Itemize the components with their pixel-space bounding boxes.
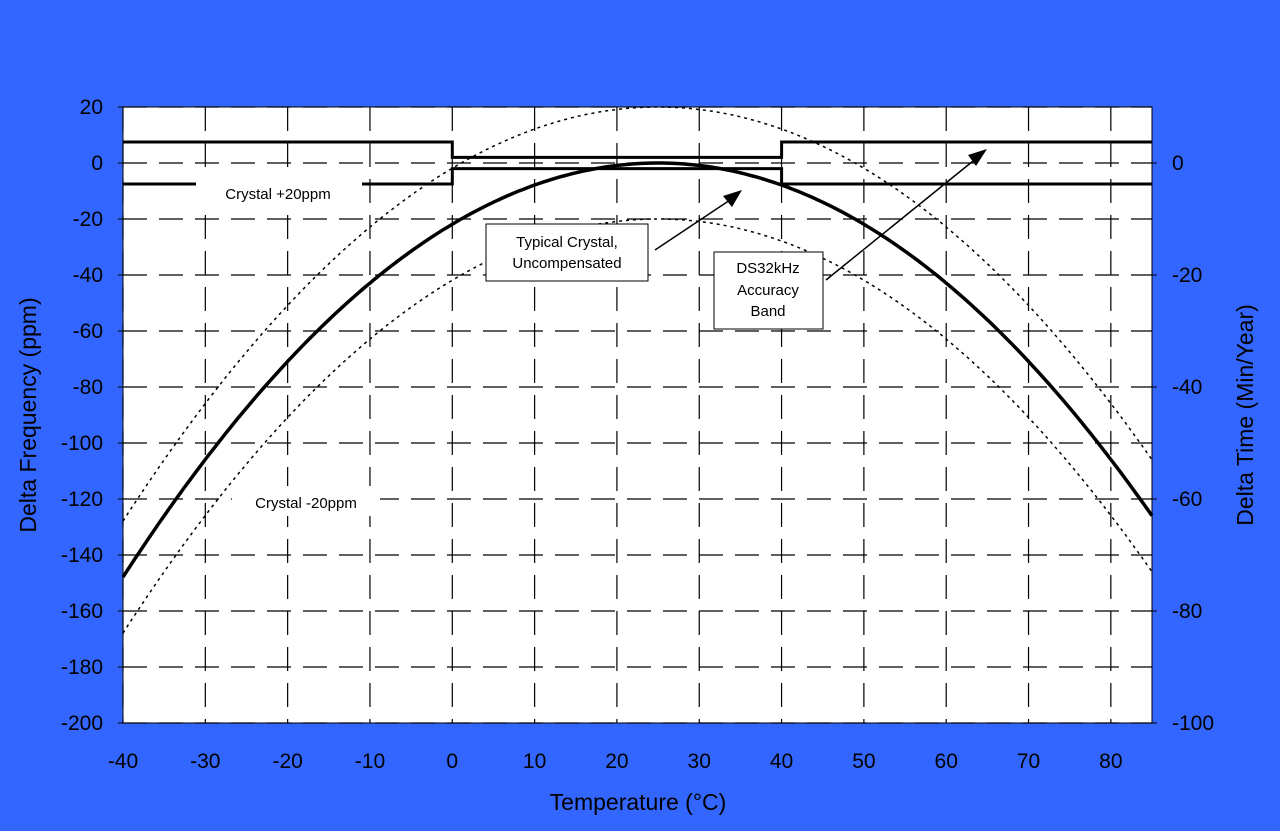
x-tick-label: 60 — [935, 750, 958, 773]
typical-crystal-box — [485, 223, 649, 282]
accuracy-band-line — [123, 167, 1152, 186]
accuracy-band-line2: Accuracy — [737, 282, 799, 299]
accuracy-band-lines — [123, 140, 1152, 186]
y-tick-label: -20 — [73, 208, 103, 231]
y2-tick-label: -80 — [1172, 600, 1202, 623]
y-tick-label: -200 — [61, 712, 103, 735]
x-tick-label: -20 — [272, 750, 302, 773]
y-tick-label: -80 — [73, 376, 103, 399]
y2-tick-label: 0 — [1172, 152, 1184, 175]
crystal-plus-label-bg — [196, 178, 362, 210]
y-tick-label: -140 — [61, 544, 103, 567]
crystal-plus-20ppm-curve — [122, 106, 1153, 522]
accuracy-band-callout: DS32kHz Accuracy Band — [713, 149, 987, 330]
x-tick-label: 80 — [1099, 750, 1122, 773]
accuracy-band-line3: Band — [750, 303, 785, 320]
typical-crystal-line1: Typical Crystal, — [516, 234, 618, 251]
x-tick-label: 50 — [852, 750, 875, 773]
y2-tick-label: -100 — [1172, 712, 1214, 735]
crystal-minus-label-bg — [232, 486, 380, 516]
accuracy-band-arrowhead — [968, 149, 987, 166]
y-tick-label: -100 — [61, 432, 103, 455]
x-axis-ticks: -40 -30 -20 -10 0 10 20 30 40 50 60 70 80 — [108, 750, 1123, 773]
typical-crystal-arrowhead — [723, 190, 742, 207]
accuracy-band-line — [123, 140, 1152, 159]
crystal-minus-20ppm-label: Crystal -20ppm — [255, 495, 357, 512]
y-tick-label: 20 — [80, 96, 103, 119]
y-tick-label: -40 — [73, 264, 103, 287]
x-tick-label: 10 — [523, 750, 546, 773]
x-axis-title: Temperature (°C) — [550, 789, 727, 815]
y2-tick-label: -20 — [1172, 264, 1202, 287]
accuracy-band-arrow — [825, 156, 979, 281]
y-tick-label: -180 — [61, 656, 103, 679]
typical-crystal-curve — [121, 161, 1154, 579]
x-tick-label: 40 — [770, 750, 793, 773]
typical-crystal-line2: Uncompensated — [512, 255, 621, 272]
accuracy-band-box — [713, 251, 824, 330]
accuracy-band-line1: DS32kHz — [736, 260, 799, 277]
y2-tick-label: -60 — [1172, 488, 1202, 511]
crystal-curves — [121, 106, 1154, 634]
x-tick-label: -30 — [190, 750, 220, 773]
y-tick-label: -160 — [61, 600, 103, 623]
plot-frame — [122, 106, 1153, 724]
x-tick-label: -10 — [355, 750, 385, 773]
y2-tick-label: -40 — [1172, 376, 1202, 399]
y-axis-title: Delta Frequency (ppm) — [15, 297, 41, 532]
y2-axis-title: Delta Time (Min/Year) — [1232, 304, 1258, 526]
crystal-plus-20ppm-label: Crystal +20ppm — [225, 186, 330, 203]
x-tick-label: -40 — [108, 750, 138, 773]
y2-axis-ticks: 0 -20 -40 -60 -80 -100 — [1152, 152, 1214, 735]
x-tick-label: 20 — [605, 750, 628, 773]
y-tick-label: -60 — [73, 320, 103, 343]
x-tick-label: 30 — [688, 750, 711, 773]
y-tick-label: -120 — [61, 488, 103, 511]
x-tick-label: 0 — [446, 750, 458, 773]
crystal-minus-20ppm-curve — [122, 218, 1153, 634]
y-axis-ticks: 20 0 -20 -40 -60 -80 -100 -120 -140 -160 -180 -200 — [61, 96, 123, 735]
x-tick-label: 70 — [1017, 750, 1040, 773]
y-tick-label: 0 — [91, 152, 103, 175]
typical-crystal-callout: Typical Crystal, Uncompensated — [485, 190, 742, 282]
typical-crystal-arrow — [654, 197, 734, 251]
